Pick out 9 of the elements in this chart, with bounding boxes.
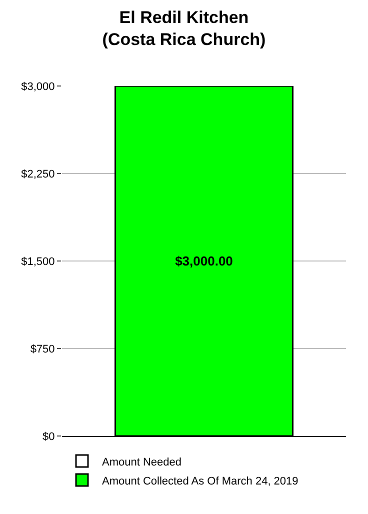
data-label: $3,000.00 bbox=[175, 254, 233, 268]
y-tick-label: $2,250 bbox=[21, 168, 55, 180]
y-tick-label: $0 bbox=[42, 430, 55, 443]
legend-label: Amount Collected As Of March 24, 2019 bbox=[102, 475, 298, 488]
y-tick-label: $750 bbox=[30, 343, 55, 356]
y-tick-label: $3,000 bbox=[21, 80, 55, 93]
chart-title: El Redil Kitchen (Costa Rica Church) bbox=[102, 8, 266, 50]
y-tick-label: $1,500 bbox=[21, 256, 55, 268]
legend-label: Amount Needed bbox=[102, 456, 182, 468]
